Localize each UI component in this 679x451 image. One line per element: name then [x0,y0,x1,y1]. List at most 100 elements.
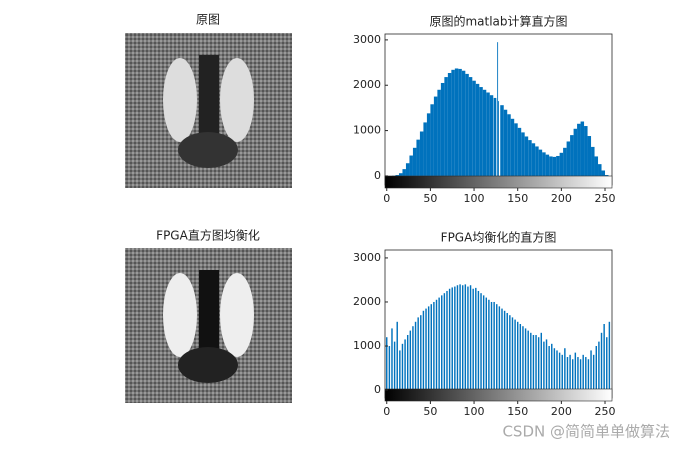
bar [532,335,535,391]
bar [485,297,487,391]
bar [464,284,467,391]
bar [438,297,440,391]
bar [396,321,398,391]
bar [500,105,504,176]
bar [531,143,536,176]
bar [395,175,399,176]
bar [549,156,553,176]
bar [587,136,592,176]
bar [398,173,403,176]
bar [590,350,592,391]
bar [510,118,515,176]
bar [456,285,459,391]
bar [467,286,469,391]
bar [447,72,452,176]
bar [441,295,443,391]
bar [402,169,406,176]
x-tick-label: 50 [423,192,437,205]
bar [401,343,404,391]
bar [579,359,582,391]
x-tick-label: 250 [595,405,616,418]
bar [444,77,448,176]
bar [548,346,550,391]
bar [582,354,584,391]
bar [406,335,409,391]
bar [409,155,413,176]
y-tick-label: 1000 [353,339,381,352]
bar [537,337,540,391]
bar [601,170,606,176]
bar [527,330,529,391]
bar [430,304,432,391]
bar [535,335,537,391]
colorbar [384,175,613,189]
bar [446,290,448,391]
bar [514,319,516,391]
bar [577,357,579,391]
bar [503,109,508,176]
y-tick-label: 2000 [353,78,381,91]
bar [598,164,602,176]
bar [490,301,493,391]
bar [443,293,446,391]
bar [388,346,391,391]
bar [430,104,434,176]
bar [437,89,441,176]
y-tick-label: 0 [374,169,381,182]
bar [496,304,498,391]
bar [566,141,571,176]
bar [461,70,466,176]
bar [551,343,553,391]
bar [498,306,501,391]
bar [509,315,511,391]
bar [540,332,543,391]
bar [600,332,603,391]
bar [503,310,506,391]
bar [542,152,546,176]
bar [519,324,522,391]
bar [488,299,490,391]
bar [514,123,518,176]
bar [458,68,462,176]
bar [498,101,499,176]
x-tick-label: 100 [464,192,485,205]
x-tick-label: 200 [551,405,572,418]
y-tick-label: 0 [374,383,381,396]
y-tick-label: 2000 [353,295,381,308]
bar [521,132,525,176]
y-tick-label: 3000 [353,251,381,264]
bar [414,321,417,391]
bar [419,131,424,176]
x-tick-label: 0 [383,192,390,205]
bar [501,308,503,391]
bar [584,126,588,176]
bar [454,286,456,391]
bar [482,89,487,176]
bar [416,139,420,176]
bar [412,147,417,176]
image-title: FPGA直方图均衡化 [156,228,260,243]
x-tick-label: 150 [507,405,528,418]
bar [465,73,469,176]
x-tick-label: 150 [507,192,528,205]
bar [552,156,557,176]
bar [538,149,543,176]
bar [469,285,472,391]
bar [522,326,524,391]
bar [433,96,438,176]
bar [553,348,556,391]
bar [391,328,393,391]
bar [486,92,490,176]
bar [517,127,522,176]
bar [420,315,422,391]
bar [573,128,578,176]
bar [497,42,499,176]
watermark: CSDN @简简单单做算法 [502,423,670,441]
bar [587,359,590,391]
bar [412,326,414,391]
x-tick-label: 0 [383,405,390,418]
bar [606,337,608,391]
y-tick-label: 3000 [353,33,381,46]
x-tick-label: 200 [551,192,572,205]
